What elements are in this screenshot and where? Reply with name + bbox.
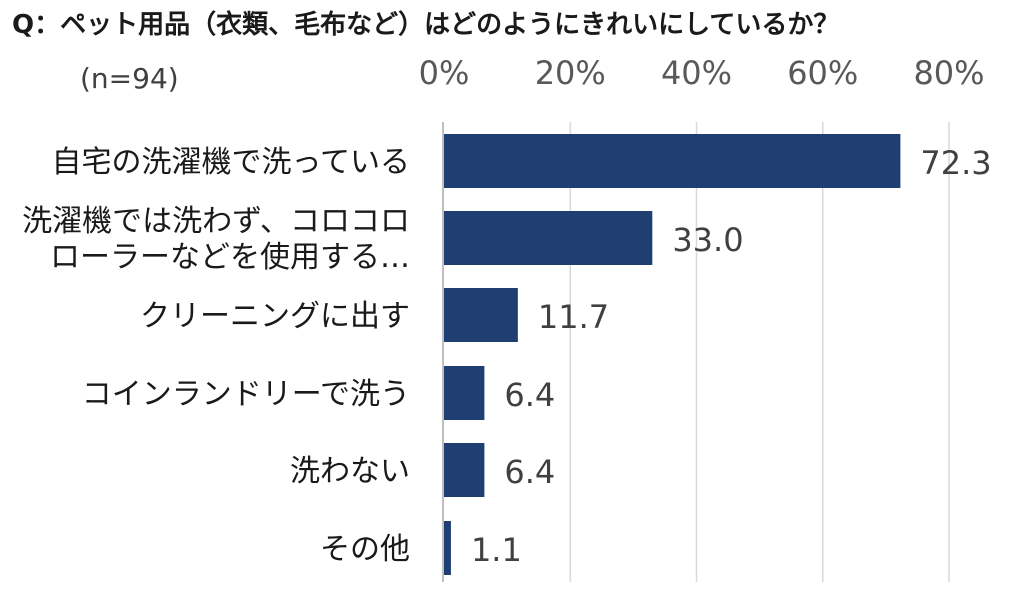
bar: [444, 288, 518, 342]
bar: [444, 366, 485, 420]
sample-size-label: (n=94): [80, 62, 179, 95]
x-tick-label: 40%: [661, 54, 732, 92]
category-label: ローラーなどを使用する…: [50, 240, 410, 275]
category-label: 洗濯機では洗わず、コロコロ: [22, 204, 410, 239]
bar: [444, 211, 653, 265]
bar: [444, 521, 451, 575]
bar: [444, 134, 901, 188]
x-tick-label: 0%: [419, 54, 470, 92]
x-tick-label: 60%: [787, 54, 858, 92]
category-label: 自宅の洗濯機で洗っている: [52, 145, 411, 180]
category-label: コインランドリーで洗う: [82, 377, 410, 412]
data-label: 33.0: [672, 221, 743, 259]
category-label: その他: [320, 532, 410, 567]
bar: [444, 443, 485, 497]
category-label: クリーニングに出す: [140, 299, 410, 334]
data-label: 11.7: [538, 298, 609, 336]
x-axis-ticks: 0% 20% 40% 60% 80%: [419, 54, 985, 92]
x-tick-label: 80%: [913, 54, 984, 92]
category-label: 洗わない: [290, 454, 410, 489]
value-labels: 72.3 33.0 11.7 6.4 6.4 1.1: [471, 144, 992, 569]
data-label: 6.4: [504, 376, 555, 414]
chart-title: Q：ペット用品（衣類、毛布など）はどのようにきれいにしているか？: [12, 10, 840, 40]
data-label: 72.3: [920, 144, 991, 182]
data-label: 1.1: [471, 531, 522, 569]
x-tick-label: 20%: [535, 54, 606, 92]
bars: [444, 134, 901, 575]
gridlines: [442, 122, 950, 582]
data-label: 6.4: [504, 453, 555, 491]
